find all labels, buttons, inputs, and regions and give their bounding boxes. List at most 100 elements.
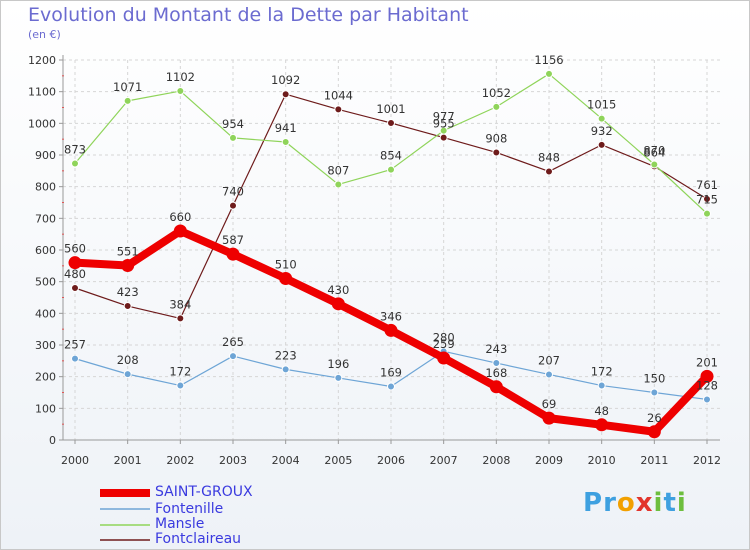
data-label: 1102 [166, 70, 195, 84]
data-label: 510 [275, 258, 297, 272]
data-label: 48 [594, 404, 609, 418]
y-tick-label: 900 [35, 149, 56, 162]
x-tick-label: 2002 [166, 454, 194, 467]
data-label: 807 [327, 163, 349, 177]
data-point [334, 180, 343, 189]
data-point [281, 365, 290, 374]
data-label: 864 [643, 145, 665, 159]
data-point [489, 380, 503, 394]
data-label: 384 [169, 297, 191, 311]
data-point [545, 167, 553, 176]
legend-label-saint-groux: SAINT-GROUX [155, 484, 253, 500]
y-tick-label: 300 [35, 339, 56, 352]
data-label: 480 [64, 267, 86, 281]
data-point [703, 209, 711, 218]
data-point [229, 352, 237, 361]
data-label: 740 [222, 185, 244, 199]
y-tick-label: 700 [35, 212, 56, 225]
chart-subtitle: (en €) [28, 28, 61, 41]
y-tick-label: 1000 [28, 117, 56, 130]
data-label: 854 [380, 149, 402, 163]
data-point [703, 395, 711, 404]
data-label: 265 [222, 335, 244, 349]
data-label: 560 [64, 242, 86, 256]
y-tick-label: 600 [35, 244, 56, 257]
data-label: 196 [327, 357, 349, 371]
data-point [439, 126, 448, 135]
x-tick-label: 2010 [588, 454, 616, 467]
y-tick-label: 0 [49, 434, 56, 447]
data-label: 172 [591, 365, 613, 379]
y-tick-label: 200 [35, 371, 56, 384]
data-point [492, 148, 501, 157]
data-point [71, 354, 79, 363]
data-label: 954 [222, 117, 244, 131]
legend-label-mansle: Mansle [155, 516, 205, 532]
data-point [545, 69, 553, 78]
data-label: 172 [169, 365, 191, 379]
data-point [281, 138, 290, 147]
data-point [123, 96, 132, 105]
data-label: 257 [64, 338, 86, 352]
proxiti-logo: Proxiti [583, 488, 687, 518]
data-label: 932 [591, 124, 613, 138]
y-tick-label: 100 [35, 402, 56, 415]
data-label: 848 [538, 150, 560, 164]
data-label: 715 [696, 193, 718, 207]
data-point [176, 87, 185, 96]
x-tick-label: 2003 [219, 454, 247, 467]
chart-title: Evolution du Montant de la Dette par Hab… [28, 4, 469, 26]
data-point [387, 119, 395, 128]
data-label: 870 [643, 144, 665, 158]
data-label: 1071 [113, 80, 142, 94]
data-label: 128 [696, 378, 718, 392]
data-point [387, 382, 395, 391]
data-point [226, 247, 240, 261]
data-label: 1052 [482, 86, 511, 100]
data-label: 223 [275, 348, 297, 362]
data-point [595, 418, 609, 432]
data-label: 908 [485, 131, 507, 145]
y-tick-label: 400 [35, 307, 56, 320]
data-label: 423 [117, 285, 139, 299]
data-point [492, 102, 501, 111]
data-point [439, 133, 448, 142]
data-point [700, 369, 714, 383]
data-point [123, 302, 132, 311]
data-point [173, 224, 187, 238]
y-tick-label: 1100 [28, 86, 56, 99]
x-tick-label: 2007 [430, 454, 458, 467]
x-tick-label: 2011 [640, 454, 668, 467]
data-label: 259 [433, 337, 455, 351]
data-label: 280 [433, 330, 455, 344]
data-label: 201 [696, 355, 718, 369]
legend-label-fontenille: Fontenille [155, 501, 224, 517]
data-label: 551 [117, 245, 139, 259]
legend-label-fontclaireau: Fontclaireau [155, 531, 242, 547]
data-point [121, 259, 135, 273]
data-label: 660 [169, 210, 191, 224]
data-label: 208 [117, 353, 139, 367]
y-tick-label: 800 [35, 181, 56, 194]
data-label: 26 [647, 411, 662, 425]
data-point [597, 381, 606, 390]
y-tick-label: 1200 [28, 54, 56, 67]
x-tick-label: 2008 [482, 454, 510, 467]
data-point [176, 381, 185, 390]
data-label: 243 [485, 342, 507, 356]
x-tick-label: 2009 [535, 454, 563, 467]
data-label: 69 [542, 397, 557, 411]
data-point [229, 133, 237, 142]
data-point [384, 323, 398, 337]
x-tick-label: 2012 [693, 454, 721, 467]
data-label: 587 [222, 233, 244, 247]
data-point [703, 195, 711, 204]
data-point [281, 90, 290, 99]
data-label: 1092 [271, 73, 300, 87]
x-tick-label: 2001 [114, 454, 142, 467]
data-label: 1015 [587, 98, 616, 112]
data-point [71, 284, 79, 292]
data-label: 977 [433, 110, 455, 124]
data-point [597, 114, 606, 123]
